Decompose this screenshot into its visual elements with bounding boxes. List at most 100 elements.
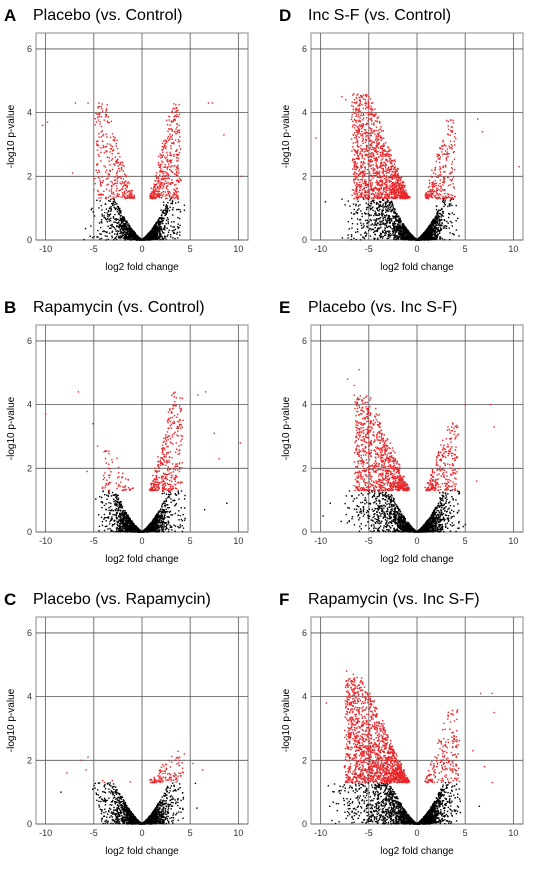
data-point xyxy=(365,105,366,106)
data-point xyxy=(355,173,356,174)
data-point xyxy=(388,236,389,237)
data-point xyxy=(393,211,394,212)
data-point xyxy=(158,177,159,178)
data-point xyxy=(420,239,421,240)
data-point xyxy=(94,215,95,216)
data-point xyxy=(451,205,452,206)
data-point xyxy=(358,208,359,209)
data-point xyxy=(441,223,442,224)
data-point xyxy=(426,233,427,234)
data-point xyxy=(169,119,170,120)
data-point xyxy=(108,122,109,123)
data-point xyxy=(429,235,430,236)
data-point xyxy=(174,238,175,239)
data-point xyxy=(145,239,146,240)
data-point xyxy=(151,235,152,236)
data-point xyxy=(122,183,123,184)
data-point xyxy=(378,151,379,152)
data-point xyxy=(436,209,437,210)
data-point xyxy=(156,177,157,178)
data-point xyxy=(359,124,360,125)
data-point xyxy=(110,145,111,146)
data-point xyxy=(102,231,103,232)
data-point xyxy=(457,218,458,219)
data-point xyxy=(101,106,102,107)
data-point xyxy=(118,220,119,221)
data-point xyxy=(436,205,437,206)
data-point xyxy=(142,239,143,240)
data-point xyxy=(75,102,76,103)
data-point xyxy=(361,104,362,105)
data-point xyxy=(377,222,378,223)
data-point xyxy=(109,157,110,158)
data-point xyxy=(163,148,164,149)
data-point xyxy=(356,136,357,137)
data-point xyxy=(85,228,86,229)
data-point xyxy=(112,133,113,134)
data-point xyxy=(394,228,395,229)
data-point xyxy=(394,236,395,237)
data-point xyxy=(390,222,391,223)
data-point xyxy=(114,199,115,200)
data-point xyxy=(377,182,378,183)
data-point xyxy=(169,169,170,170)
data-point xyxy=(166,220,167,221)
data-point xyxy=(125,180,126,181)
data-point xyxy=(397,224,398,225)
data-point xyxy=(426,231,427,232)
data-point xyxy=(386,226,387,227)
data-point xyxy=(158,218,159,219)
data-point xyxy=(118,210,119,211)
data-point xyxy=(385,219,386,220)
data-point xyxy=(113,217,114,218)
data-point xyxy=(98,114,99,115)
data-point xyxy=(116,172,117,173)
data-point xyxy=(119,156,120,157)
data-point xyxy=(389,209,390,210)
data-point xyxy=(167,154,168,155)
data-point xyxy=(378,116,379,117)
data-point xyxy=(355,161,356,162)
data-point xyxy=(366,194,367,195)
data-point xyxy=(169,155,170,156)
data-point xyxy=(392,235,393,236)
data-point xyxy=(376,204,377,205)
data-point xyxy=(178,172,179,173)
data-point xyxy=(111,235,112,236)
data-point xyxy=(387,201,388,202)
data-point xyxy=(101,126,102,127)
data-point xyxy=(164,140,165,141)
data-point xyxy=(342,237,343,238)
data-point xyxy=(397,235,398,236)
data-point xyxy=(110,137,111,138)
data-point xyxy=(110,218,111,219)
data-point xyxy=(389,194,390,195)
data-point xyxy=(106,236,107,237)
data-point xyxy=(443,219,444,220)
data-point xyxy=(155,226,156,227)
data-point xyxy=(362,123,363,124)
data-point xyxy=(353,238,354,239)
data-point xyxy=(113,226,114,227)
data-point xyxy=(450,200,451,201)
data-point xyxy=(180,211,181,212)
data-point xyxy=(381,182,382,183)
data-point xyxy=(176,116,177,117)
data-point xyxy=(212,102,213,103)
data-point xyxy=(163,238,164,239)
data-point xyxy=(438,227,439,228)
data-point xyxy=(129,237,130,238)
data-point xyxy=(399,196,400,197)
data-point xyxy=(112,205,113,206)
data-point xyxy=(116,185,117,186)
data-point xyxy=(435,220,436,221)
data-point xyxy=(373,219,374,220)
x-axis-label: log2 fold change xyxy=(105,262,179,273)
data-point xyxy=(388,238,389,239)
data-point xyxy=(355,204,356,205)
data-point xyxy=(375,113,376,114)
data-point xyxy=(387,238,388,239)
data-point xyxy=(117,230,118,231)
data-point xyxy=(367,227,368,228)
data-point xyxy=(176,127,177,128)
